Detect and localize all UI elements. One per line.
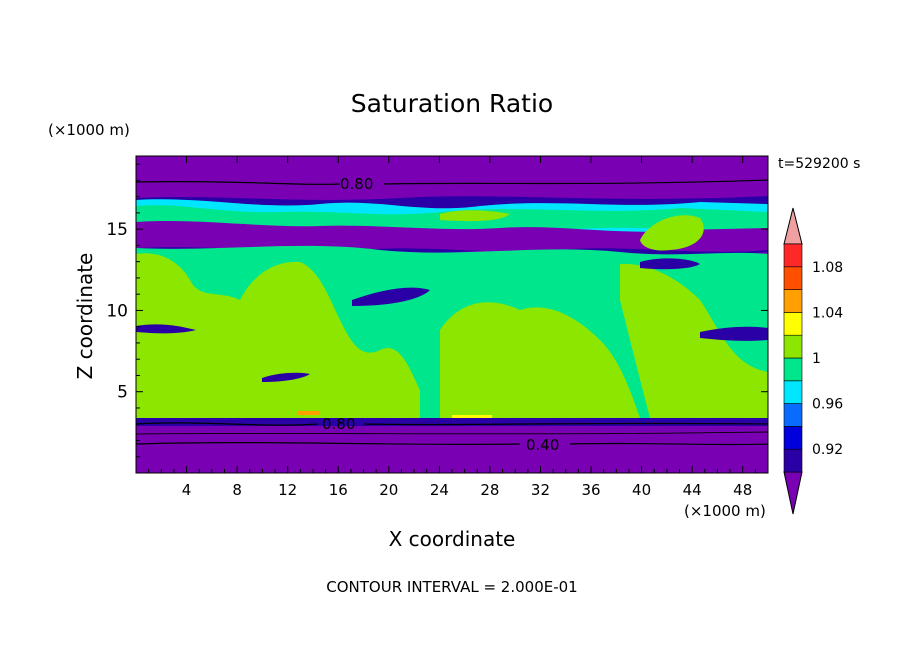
colorbar-label: 1.08 <box>812 260 843 276</box>
colorbar-label: 0.96 <box>812 397 843 413</box>
y-tick-label: 10 <box>106 301 128 321</box>
field-patch-lightgreen-top2 <box>640 215 704 251</box>
x-tick-label: 36 <box>581 481 600 499</box>
contour-label-top: 0.80 <box>340 175 373 193</box>
y-tick-label: 5 <box>117 383 128 403</box>
field-streak-mid <box>352 287 430 306</box>
field-streak-lower <box>262 372 310 382</box>
y-axis: 5 10 15 <box>106 163 768 458</box>
colorbar-swatch <box>783 448 803 473</box>
x-axis-label: X coordinate <box>389 527 516 551</box>
field-band-purple-15 <box>136 221 768 252</box>
x-tick-label: 4 <box>182 481 192 499</box>
x-tick-label: 28 <box>480 481 499 499</box>
colorbar-label: 0.92 <box>812 442 843 458</box>
contour-040 <box>136 441 768 446</box>
field-streak-right <box>700 326 768 341</box>
y-tick-label: 15 <box>106 220 128 240</box>
x-tick-label: 8 <box>232 481 242 499</box>
plot-area: 0.80 0.80 0.40 <box>135 155 769 474</box>
contour-mid <box>136 431 768 435</box>
contour-080-top <box>136 179 768 186</box>
colorbar-swatch <box>783 334 803 359</box>
field-patch-orange-1 <box>298 411 320 415</box>
colorbar-swatch <box>783 380 803 404</box>
field-band-lower-purple <box>136 426 768 473</box>
colorbar-labels: 1.08 1.04 1 0.96 0.92 <box>812 260 843 458</box>
contour-interval-footer: CONTOUR INTERVAL = 2.000E-01 <box>326 578 577 596</box>
colorbar-label: 1 <box>812 351 821 367</box>
x-tick-label: 32 <box>531 481 550 499</box>
field-streak-upper-right <box>640 258 700 270</box>
colorbar-swatch <box>783 289 803 313</box>
field-patch-lightgreen-left <box>136 253 420 418</box>
contour-label-low: 0.40 <box>526 436 559 454</box>
y-axis-label: Z coordinate <box>73 253 97 380</box>
field-patch-orange-2 <box>452 415 492 418</box>
x-tick-label: 20 <box>379 481 398 499</box>
chart-title: Saturation Ratio <box>351 89 553 118</box>
colorbar-swatch <box>783 312 803 336</box>
colorbar-swatch <box>783 403 803 427</box>
x-tick-label: 40 <box>632 481 651 499</box>
field-streak-left <box>136 324 196 334</box>
x-tick-label: 24 <box>430 481 449 499</box>
x-tick-label: 44 <box>683 481 702 499</box>
contour-080-bottom <box>136 422 768 426</box>
field-patch-lightgreen-right <box>620 263 768 418</box>
field-patch-lightgreen-center <box>440 302 640 418</box>
colorbar-swatch <box>783 243 803 268</box>
field-patch-lightgreen-top <box>440 210 510 222</box>
colorbar-swatch <box>783 357 803 382</box>
contour-label-mid: 0.80 <box>322 415 355 433</box>
colorbar-bottom-arrow <box>783 471 803 515</box>
colorbar-label: 1.04 <box>812 305 843 321</box>
heatmap-field <box>136 156 768 473</box>
colorbar <box>783 207 803 515</box>
x-unit-label: (×1000 m) <box>684 502 766 520</box>
time-label: t=529200 s <box>778 156 860 172</box>
y-unit-label: (×1000 m) <box>48 121 130 139</box>
x-tick-label: 12 <box>278 481 297 499</box>
x-tick-label: 48 <box>733 481 752 499</box>
x-axis: 4 8 12 16 20 24 28 32 36 40 44 48 <box>148 156 756 499</box>
colorbar-swatch <box>783 266 803 290</box>
x-tick-label: 16 <box>329 481 348 499</box>
colorbar-swatch <box>783 426 803 450</box>
colorbar-top-arrow <box>783 207 803 245</box>
